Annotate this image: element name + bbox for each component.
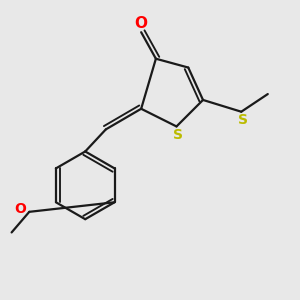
Text: O: O xyxy=(14,202,26,216)
Text: O: O xyxy=(135,16,148,31)
Text: S: S xyxy=(173,128,183,142)
Text: S: S xyxy=(238,113,248,127)
